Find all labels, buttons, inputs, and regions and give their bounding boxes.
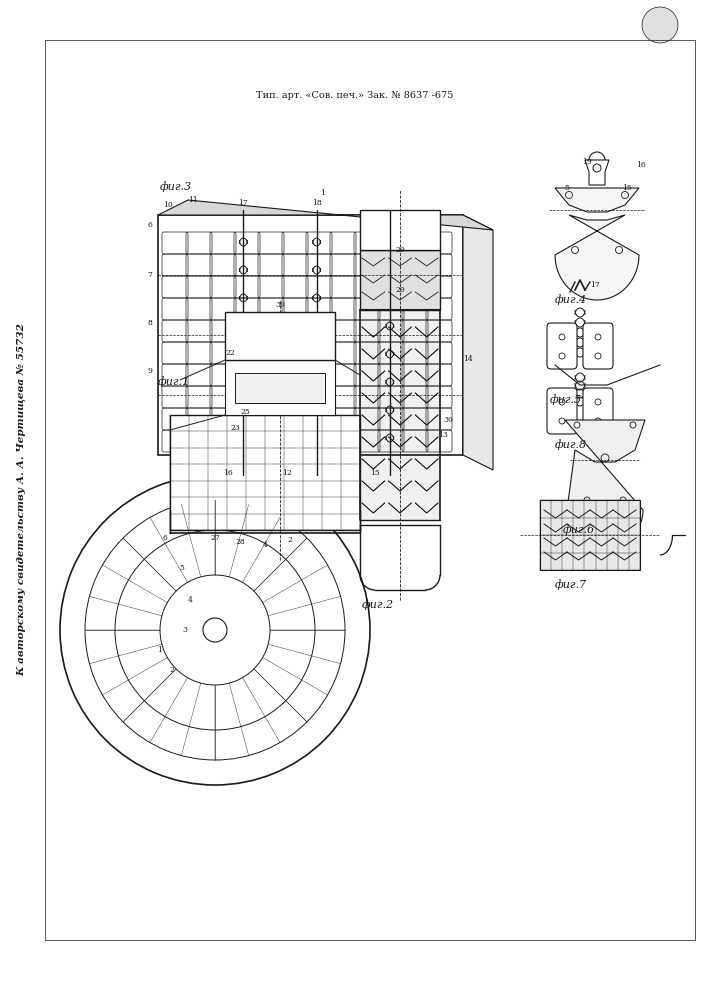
Text: 15: 15 (370, 469, 380, 477)
Text: фиг.5: фиг.5 (550, 395, 582, 405)
Bar (225, 312, 335, 360)
Polygon shape (565, 420, 645, 548)
Text: 14: 14 (463, 355, 473, 363)
Text: фиг.4: фиг.4 (555, 295, 587, 305)
Text: 5: 5 (565, 184, 569, 192)
Text: 5: 5 (180, 564, 185, 572)
Text: К авторскому свидетельству А. А. Чертищева № 55732: К авторскому свидетельству А. А. Чертище… (18, 324, 26, 676)
FancyBboxPatch shape (547, 323, 577, 369)
Text: 22: 22 (225, 349, 235, 357)
Text: 1: 1 (158, 646, 163, 654)
Text: 6: 6 (163, 534, 168, 542)
Text: 16: 16 (223, 469, 233, 477)
Polygon shape (555, 215, 639, 300)
Bar (360, 310, 440, 520)
Polygon shape (555, 188, 639, 212)
Bar (360, 210, 440, 250)
Text: фиг.3: фиг.3 (160, 182, 192, 192)
Polygon shape (585, 160, 609, 185)
Text: фиг.6: фиг.6 (563, 525, 595, 535)
FancyBboxPatch shape (547, 388, 577, 434)
Polygon shape (463, 215, 493, 470)
Text: 2: 2 (170, 666, 175, 674)
Polygon shape (158, 200, 493, 230)
Text: фиг.2: фиг.2 (362, 600, 394, 610)
Circle shape (642, 7, 678, 43)
Text: 3: 3 (182, 626, 187, 634)
Text: 4: 4 (187, 596, 192, 604)
Text: 13: 13 (438, 431, 448, 439)
Text: Тип. арт. «Сов. печ.» Зак. № 8637 -675: Тип. арт. «Сов. печ.» Зак. № 8637 -675 (257, 91, 454, 100)
Text: 9: 9 (148, 367, 153, 375)
Text: 17: 17 (238, 199, 248, 207)
Text: 1: 1 (320, 189, 325, 197)
Text: 27: 27 (210, 534, 220, 542)
Text: фиг.8: фиг.8 (555, 440, 587, 450)
Text: 29: 29 (395, 246, 405, 254)
Text: 17: 17 (590, 281, 600, 289)
Bar (235, 373, 325, 403)
Text: 25: 25 (240, 408, 250, 416)
FancyBboxPatch shape (583, 323, 613, 369)
Text: фиг.1: фиг.1 (158, 377, 190, 387)
Bar (170, 415, 360, 530)
Text: 23: 23 (230, 424, 240, 432)
Text: 10: 10 (163, 201, 173, 209)
Text: 12: 12 (281, 469, 291, 477)
Text: 8: 8 (148, 319, 153, 327)
Text: 18: 18 (312, 199, 322, 207)
Text: 7: 7 (148, 271, 153, 279)
Text: 16: 16 (636, 161, 646, 169)
Text: фиг.7: фиг.7 (555, 580, 587, 590)
Text: 29: 29 (395, 286, 405, 294)
FancyBboxPatch shape (583, 388, 613, 434)
Text: 24: 24 (300, 396, 310, 404)
Text: 4: 4 (262, 541, 267, 549)
Text: 15: 15 (622, 184, 632, 192)
Text: 11: 11 (188, 196, 198, 204)
Text: 28: 28 (235, 538, 245, 546)
Text: 30: 30 (443, 416, 453, 424)
Bar (360, 250, 440, 310)
Bar (540, 500, 640, 570)
Text: 26: 26 (280, 386, 290, 394)
Text: 2: 2 (288, 536, 293, 544)
Bar (158, 215, 463, 455)
Bar (225, 360, 335, 415)
Text: 6: 6 (148, 221, 153, 229)
Text: 19: 19 (582, 158, 592, 166)
Text: 30: 30 (275, 301, 285, 309)
